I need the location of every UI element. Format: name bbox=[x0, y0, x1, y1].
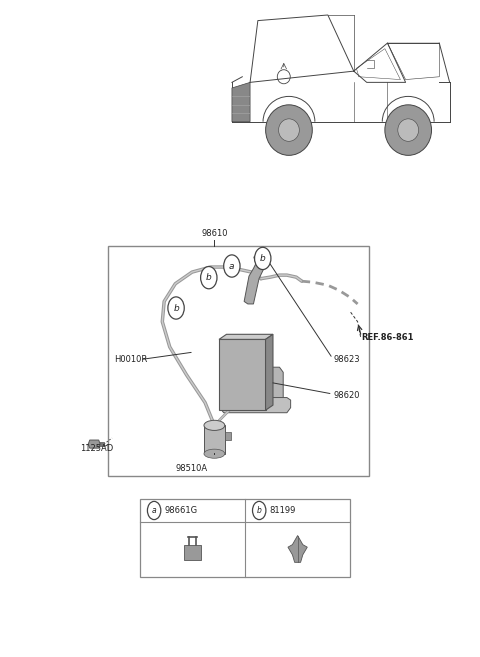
Circle shape bbox=[398, 119, 419, 141]
Circle shape bbox=[265, 105, 312, 155]
Text: 98620: 98620 bbox=[334, 390, 360, 399]
Text: b: b bbox=[260, 254, 265, 263]
Text: b: b bbox=[173, 304, 179, 313]
Text: 1125AD: 1125AD bbox=[81, 443, 114, 453]
Polygon shape bbox=[184, 545, 201, 560]
Polygon shape bbox=[265, 334, 273, 410]
Polygon shape bbox=[219, 334, 273, 340]
Polygon shape bbox=[288, 535, 307, 562]
Bar bbox=[140, 499, 350, 577]
Bar bbox=[108, 246, 369, 476]
Text: 98623: 98623 bbox=[334, 355, 360, 364]
Circle shape bbox=[278, 119, 300, 141]
Circle shape bbox=[224, 255, 240, 277]
Polygon shape bbox=[264, 367, 283, 410]
Ellipse shape bbox=[204, 449, 225, 459]
Polygon shape bbox=[220, 397, 290, 413]
Polygon shape bbox=[88, 440, 100, 448]
Circle shape bbox=[252, 501, 266, 520]
Circle shape bbox=[254, 247, 271, 269]
Circle shape bbox=[385, 105, 432, 155]
Text: a: a bbox=[152, 506, 156, 515]
Text: b: b bbox=[206, 273, 212, 282]
Polygon shape bbox=[219, 340, 265, 410]
Polygon shape bbox=[204, 425, 225, 454]
Text: 98610: 98610 bbox=[201, 229, 228, 238]
Text: 98661G: 98661G bbox=[164, 506, 197, 515]
Polygon shape bbox=[225, 432, 231, 440]
Text: 81199: 81199 bbox=[269, 506, 296, 515]
Circle shape bbox=[168, 297, 184, 319]
Text: b: b bbox=[257, 506, 262, 515]
Polygon shape bbox=[232, 82, 250, 122]
Text: REF.86-861: REF.86-861 bbox=[361, 333, 414, 342]
Text: H0010R: H0010R bbox=[114, 355, 147, 364]
Circle shape bbox=[147, 501, 161, 520]
Polygon shape bbox=[254, 257, 269, 262]
Text: a: a bbox=[229, 261, 235, 271]
Bar bbox=[99, 442, 104, 446]
Ellipse shape bbox=[204, 420, 225, 430]
Circle shape bbox=[201, 267, 217, 289]
Text: 98510A: 98510A bbox=[176, 464, 208, 473]
Polygon shape bbox=[244, 261, 264, 304]
